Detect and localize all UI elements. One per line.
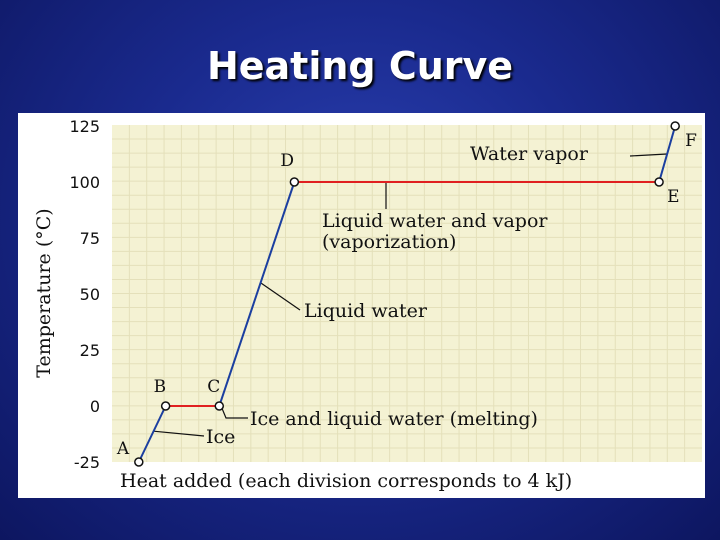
point-label-F: F	[685, 131, 697, 151]
y-tick-label: 75	[80, 229, 100, 248]
point-A	[134, 457, 144, 467]
point-C	[214, 401, 225, 411]
annotation-vaporization: Liquid water and vapor	[322, 210, 548, 232]
leader-liquid-water	[260, 282, 301, 311]
annotation-vaporization: (vaporization)	[322, 231, 456, 253]
y-tick-label: 50	[80, 285, 100, 304]
curve-points	[134, 121, 680, 467]
point-D	[289, 177, 300, 187]
curve-segment-AB	[137, 405, 167, 463]
leader-water-vapor	[629, 153, 668, 157]
y-tick-label: 125	[69, 117, 100, 136]
curve-segment-CD	[218, 181, 296, 407]
point-labels: A B C D E F	[116, 131, 697, 459]
annotation-melting: Ice and liquid water (melting)	[250, 408, 538, 430]
point-label-E: E	[667, 187, 679, 207]
annotation-ice: Ice	[206, 426, 235, 448]
leader-ice	[153, 430, 205, 437]
point-label-C: C	[207, 377, 220, 397]
y-tick-label: 0	[90, 397, 100, 416]
y-axis-label: Temperature (°C)	[33, 208, 55, 377]
grid	[112, 125, 702, 462]
point-label-B: B	[154, 377, 167, 397]
annotation-water-vapor: Water vapor	[470, 143, 589, 165]
annotations: Ice Ice and liquid water (melting) Liquid …	[206, 143, 589, 448]
annotation-leaders	[153, 153, 668, 437]
point-label-D: D	[280, 151, 294, 171]
slide-title: Heating Curve	[206, 44, 514, 88]
y-tick-label: 25	[80, 341, 100, 360]
y-tick-label: -25	[74, 453, 100, 472]
y-tick-label: 100	[69, 173, 100, 192]
curve-segment-EF	[658, 125, 677, 183]
y-tick-labels: 125 100 75 50 25 0 -25	[69, 117, 100, 472]
point-F	[670, 121, 680, 131]
x-axis-label: Heat added (each division corresponds to…	[120, 470, 572, 492]
point-B	[160, 401, 171, 411]
point-E	[654, 177, 664, 187]
chart-panel: 125 100 75 50 25 0 -25 A B C D E F Ice Ice and liqui…	[18, 113, 705, 498]
leader-melting	[221, 408, 248, 419]
heating-curve-chart: 125 100 75 50 25 0 -25 A B C D E F Ice Ice and liqui…	[33, 117, 702, 492]
annotation-liquid-water: Liquid water	[304, 300, 428, 322]
curve-segments	[137, 125, 677, 463]
point-label-A: A	[116, 439, 130, 459]
